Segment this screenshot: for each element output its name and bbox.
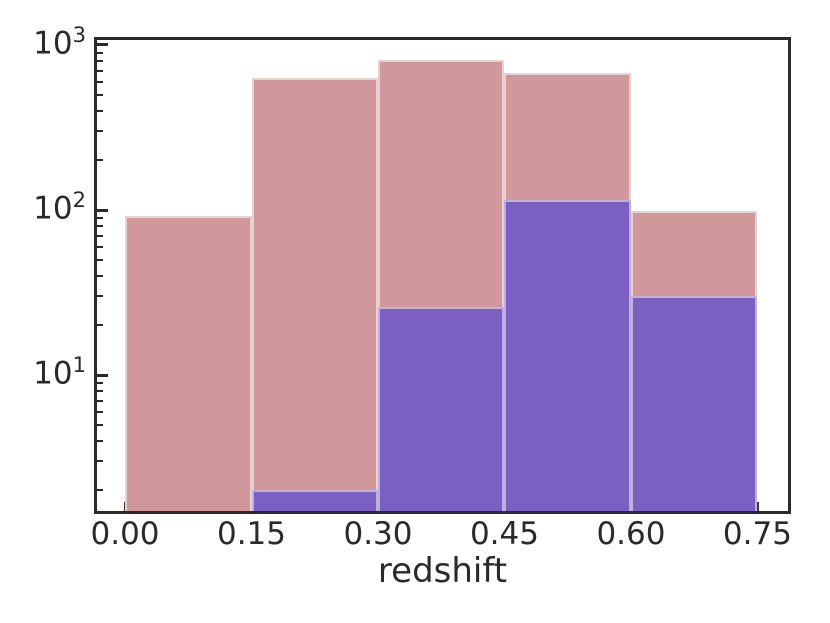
x-tick-label-0.30: 0.30 xyxy=(343,516,413,552)
y-minor-tick xyxy=(97,130,103,133)
x-tick-label-0.45: 0.45 xyxy=(469,516,539,552)
y-minor-tick xyxy=(97,93,103,96)
y-tick-label-exponent: 2 xyxy=(72,188,86,213)
y-minor-tick xyxy=(97,69,103,72)
y-tick-label-10e2: 102 xyxy=(6,190,86,227)
y-minor-tick xyxy=(97,381,103,384)
y-minor-tick xyxy=(97,258,103,261)
y-minor-tick xyxy=(97,439,103,442)
hist-bar-purple-2 xyxy=(377,306,505,513)
y-minor-tick xyxy=(97,80,103,83)
y-tick-label-exponent: 3 xyxy=(72,23,86,48)
y-minor-tick xyxy=(97,460,103,463)
y-minor-tick xyxy=(97,489,103,492)
hist-bar-purple-3 xyxy=(504,199,631,513)
x-axis-label: redshift xyxy=(377,551,508,591)
y-tick-label-exponent: 1 xyxy=(72,353,86,378)
y-minor-tick xyxy=(97,216,103,219)
axis-spine-left xyxy=(94,37,97,514)
y-tick-label-base: 10 xyxy=(33,190,73,227)
y-minor-tick xyxy=(97,234,103,237)
hist-bar-purple-4 xyxy=(630,296,758,513)
hist-bar-pink-1 xyxy=(251,77,378,513)
y-minor-tick xyxy=(97,159,103,162)
hist-bar-purple-1 xyxy=(251,490,378,513)
y-minor-tick xyxy=(97,274,103,277)
axis-spine-top xyxy=(94,37,791,40)
x-tick-label-0.00: 0.00 xyxy=(90,516,160,552)
y-minor-tick xyxy=(97,59,103,62)
x-tick-label-0.60: 0.60 xyxy=(596,516,666,552)
hist-bar-pink-0 xyxy=(125,215,252,513)
y-tick-label-base: 10 xyxy=(33,355,73,392)
x-tick-label-0.15: 0.15 xyxy=(216,516,287,552)
axis-spine-right xyxy=(788,37,791,514)
y-minor-tick xyxy=(97,324,103,327)
y-tick-label-10e3: 103 xyxy=(6,25,86,62)
y-major-tick xyxy=(97,373,108,377)
y-minor-tick xyxy=(97,225,103,227)
y-tick-label-base: 10 xyxy=(33,25,73,62)
y-minor-tick xyxy=(97,399,103,402)
y-tick-label-10e1: 101 xyxy=(6,355,86,392)
y-minor-tick xyxy=(97,423,103,426)
x-tick-label-0.75: 0.75 xyxy=(722,516,792,552)
y-minor-tick xyxy=(97,109,103,112)
axis-spine-bottom xyxy=(94,511,791,514)
y-minor-tick xyxy=(97,410,103,413)
y-major-tick xyxy=(97,208,108,212)
y-minor-tick xyxy=(97,245,103,248)
x-tick-mark xyxy=(755,502,759,512)
y-minor-tick xyxy=(97,295,103,298)
y-major-tick xyxy=(97,43,108,47)
y-minor-tick xyxy=(97,390,103,393)
y-minor-tick xyxy=(97,51,103,54)
